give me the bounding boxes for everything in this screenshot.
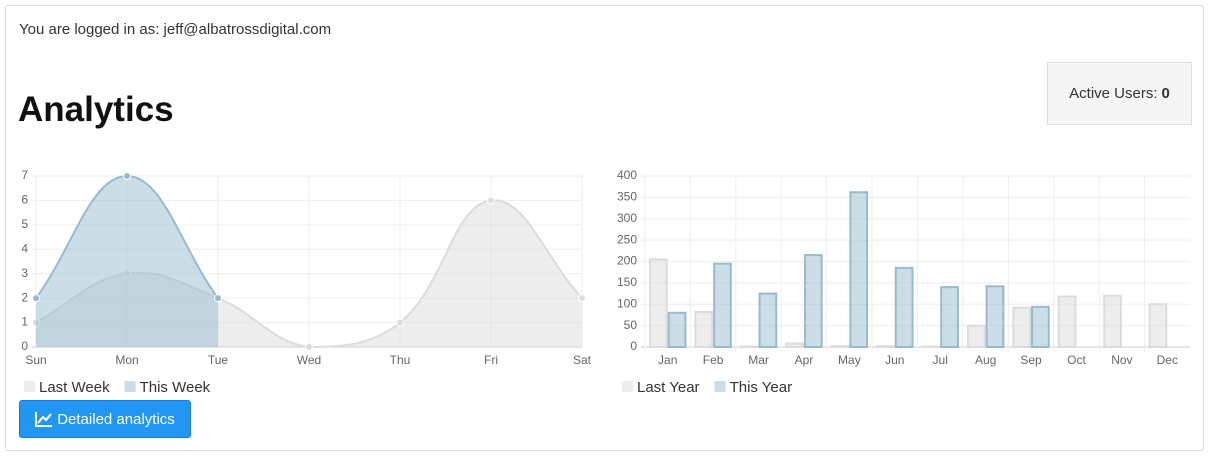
y-tick-label: 6 — [21, 193, 28, 207]
y-tick-label: 0 — [630, 339, 637, 353]
active-users-value: 0 — [1161, 85, 1170, 102]
x-tick-label: Apr — [795, 353, 814, 367]
bar — [940, 286, 959, 348]
bar — [694, 310, 714, 349]
data-point — [396, 318, 404, 327]
login-text: You are logged in as: jeff@albatrossdigi… — [19, 21, 332, 38]
bar — [894, 266, 914, 349]
bar — [876, 345, 895, 348]
button-label: Detailed analytics — [57, 410, 175, 428]
bar — [758, 292, 778, 348]
x-tick-label: Jul — [933, 353, 948, 367]
data-point — [487, 196, 495, 205]
x-tick-label: Thu — [390, 353, 411, 367]
x-tick-label: Tue — [208, 353, 229, 367]
heading: Analytics — [18, 90, 174, 129]
y-tick-label: 0 — [21, 339, 28, 353]
y-tick-label: 150 — [617, 275, 637, 289]
y-tick-label: 350 — [617, 190, 637, 204]
x-tick-label: Mon — [115, 353, 138, 367]
data-point — [305, 343, 313, 351]
legend-swatch — [714, 381, 726, 392]
legend-label: Last Week — [39, 379, 110, 396]
bar — [1031, 305, 1050, 349]
x-tick-label: Dec — [1157, 353, 1178, 367]
bar — [1148, 303, 1168, 348]
x-tick-label: Sun — [25, 353, 46, 367]
data-point — [578, 294, 586, 303]
bar — [849, 191, 869, 348]
panel — [5, 5, 1204, 451]
bar — [966, 324, 986, 348]
bar — [649, 258, 668, 348]
bar — [1012, 306, 1032, 349]
chart-icon — [35, 412, 53, 427]
x-tick-label: Sep — [1020, 353, 1042, 367]
y-tick-label: 300 — [617, 211, 637, 225]
y-tick-label: 100 — [617, 296, 637, 310]
x-tick-label: Fri — [484, 353, 498, 367]
y-tick-label: 50 — [624, 318, 638, 332]
y-tick-label: 3 — [21, 266, 28, 280]
y-tick-label: 200 — [617, 254, 637, 268]
data-point — [32, 294, 40, 303]
legend-label: Last Year — [637, 379, 700, 396]
detailed-analytics-button[interactable]: Detailed analytics — [19, 400, 191, 438]
x-tick-label: Wed — [297, 353, 321, 367]
y-tick-label: 5 — [21, 217, 28, 231]
x-tick-label: May — [838, 353, 861, 367]
bar — [803, 254, 823, 348]
bar — [785, 342, 804, 348]
legend-label: This Year — [730, 379, 793, 396]
data-point — [123, 172, 131, 180]
y-tick-label: 250 — [617, 232, 637, 246]
active-users: Active Users: 0 — [1047, 62, 1192, 125]
bar — [667, 311, 687, 348]
active-users-label: Active Users: — [1069, 85, 1158, 102]
y-tick-label: 7 — [21, 168, 28, 182]
bar — [713, 262, 732, 349]
series-area — [36, 176, 218, 347]
legend-swatch — [24, 381, 35, 392]
bar — [1103, 294, 1122, 349]
x-tick-label: Sat — [573, 353, 592, 367]
y-tick-label: 1 — [21, 315, 28, 329]
bar — [1057, 295, 1077, 348]
data-point — [214, 294, 222, 303]
legend-label: This Week — [140, 379, 211, 396]
x-tick-label: Nov — [1111, 353, 1132, 367]
bar — [985, 285, 1005, 349]
x-tick-label: Feb — [703, 353, 724, 367]
y-tick-label: 400 — [617, 168, 637, 182]
y-tick-label: 4 — [21, 241, 28, 255]
x-tick-label: Jun — [885, 353, 904, 367]
legend-swatch — [622, 381, 633, 392]
legend-swatch — [124, 381, 136, 392]
x-tick-label: Aug — [975, 353, 996, 367]
bar — [830, 345, 850, 348]
y-tick-label: 2 — [21, 290, 28, 304]
x-tick-label: Mar — [748, 353, 769, 367]
x-tick-label: Oct — [1067, 353, 1086, 367]
x-tick-label: Jan — [658, 353, 677, 367]
